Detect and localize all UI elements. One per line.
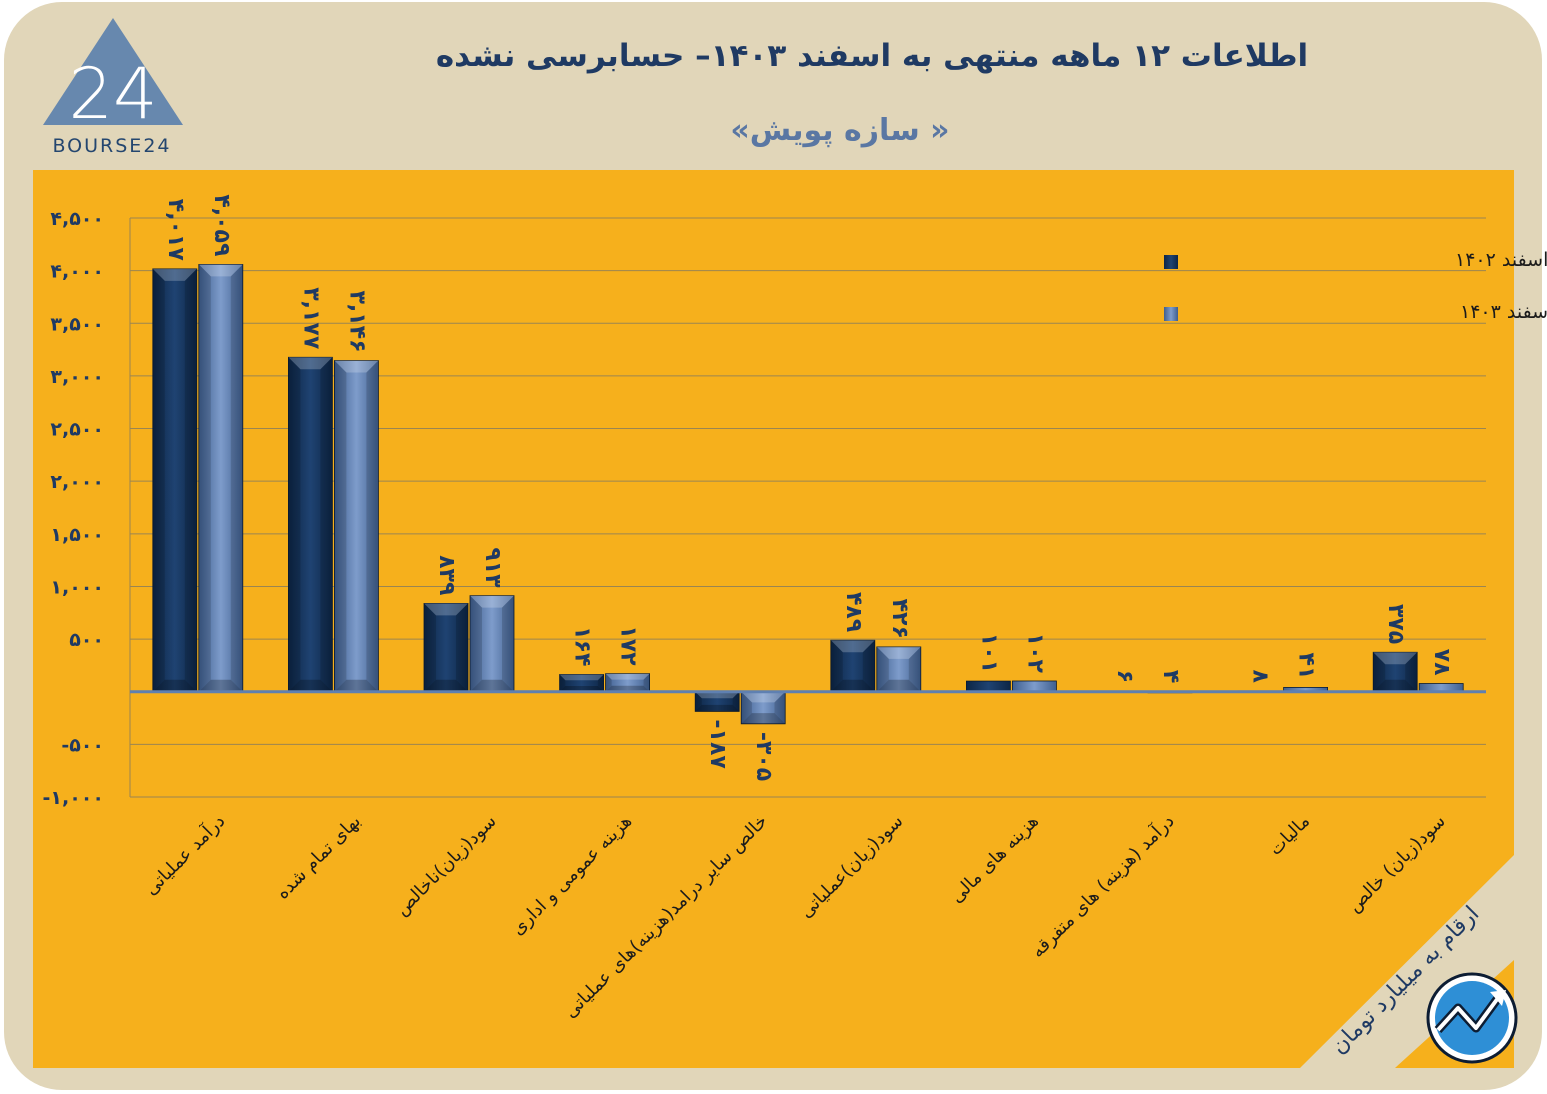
y-tick-label: ۴,۵۰۰ (50, 208, 104, 230)
bar-value-label: ۱۷۲ (616, 625, 641, 666)
y-tick-label: ۵۰۰ (69, 629, 104, 651)
y-tick-label: -۵۰۰ (61, 734, 104, 756)
bar-value-label: ۴,۰۱۷ (163, 199, 188, 262)
bar-value-label: ۳,۱۴۶ (344, 290, 369, 352)
bar-1402 (966, 680, 1011, 693)
bar-value-label: ۴,۰۵۹ (209, 194, 234, 256)
bourse24-logo: 24 BOURSE24 (43, 18, 183, 157)
bar-value-label: ۱۰۲ (1022, 633, 1047, 674)
bar-1403 (333, 360, 379, 693)
bar-value-label: ۹۱۳ (480, 547, 505, 588)
trend-badge-icon (1426, 972, 1518, 1064)
y-tick-label: ۱,۰۰۰ (50, 576, 104, 598)
bar-value-label: ۳۷۵ (1383, 604, 1408, 644)
y-tick-label: ۳,۵۰۰ (50, 313, 104, 335)
bar-1402 (423, 603, 469, 693)
bar-value-label: -۱۸۷ (705, 719, 730, 769)
bar-value-label: ۷۸ (1429, 649, 1454, 676)
legend-swatch-1403 (1164, 307, 1178, 321)
bar-1403 (198, 264, 244, 693)
logo-mark: 24 (68, 53, 157, 135)
legend-label-1402: عملکرد منتهی به اسفند ۱۴۰۲ (1455, 249, 1547, 271)
bar-value-label: ۸ (1248, 669, 1273, 683)
bar-1403 (605, 673, 650, 693)
logo-text: BOURSE24 (52, 135, 171, 157)
y-tick-label: ۱,۵۰۰ (50, 524, 104, 546)
y-tick-label: ۴,۰۰۰ (50, 261, 104, 283)
bar-1402 (694, 691, 740, 712)
bar-1403 (469, 595, 515, 693)
y-tick-label: ۲,۰۰۰ (50, 471, 104, 493)
chart-subtitle: « سازه پویش» (730, 113, 949, 148)
chart-title: اطلاعات ۱۲ ماهه منتهی به اسفند ۱۴۰۳– حسا… (436, 38, 1308, 74)
bar-value-label: ۴ (1158, 670, 1183, 683)
y-axis: ۴,۵۰۰ ۴,۰۰۰ ۳,۵۰۰ ۳,۰۰۰ ۲,۵۰۰ ۲,۰۰۰ ۱,۵۰۰ ۱,۰۰۰… (43, 208, 105, 809)
y-tick-label: ۲,۵۰۰ (50, 419, 104, 441)
bar-1402 (287, 356, 333, 693)
bar-1402 (152, 268, 198, 693)
y-tick-label: ۳,۰۰۰ (50, 366, 104, 388)
bar-value-label: ۱۰۱ (976, 633, 1001, 673)
bar-1403 (740, 691, 786, 725)
bar-1402 (1372, 651, 1418, 693)
bar-1403 (1012, 680, 1057, 693)
bar-value-label: ۸۳۹ (434, 555, 459, 595)
bar-value-label: ۶ (1112, 670, 1137, 683)
legend-swatch-1402 (1164, 255, 1178, 269)
bar-value-label: ۴۸۹ (841, 592, 866, 632)
bar-1402 (559, 674, 604, 693)
bar-value-label: ۴۱ (1294, 653, 1319, 680)
bar-1402 (830, 639, 876, 693)
legend: عملکرد منتهی به اسفند ۱۴۰۲ عملکرد منتهی … (1164, 249, 1547, 323)
legend-label-1403: عملکرد منتهی به اسفند ۱۴۰۳ (1460, 301, 1547, 323)
chart-panel (33, 170, 1514, 1068)
bar-value-label: ۳,۱۷۷ (298, 287, 323, 350)
logo-triangle (43, 18, 183, 125)
value-labels: ۴,۰۱۷ ۴,۰۵۹ ۳,۱۷۷ ۳,۱۴۶ ۸۳۹ ۹۱۳ ۱۶۴ ۱۷۲ -۱۸۷ -۳۰۵… (163, 194, 1454, 781)
y-tick-label: -۱,۰۰۰ (43, 787, 105, 809)
bar-1403 (876, 646, 922, 693)
bar-value-label: -۳۰۵ (751, 732, 776, 781)
bar-value-label: ۱۶۴ (570, 626, 595, 666)
bar-value-label: ۴۲۶ (887, 599, 912, 639)
